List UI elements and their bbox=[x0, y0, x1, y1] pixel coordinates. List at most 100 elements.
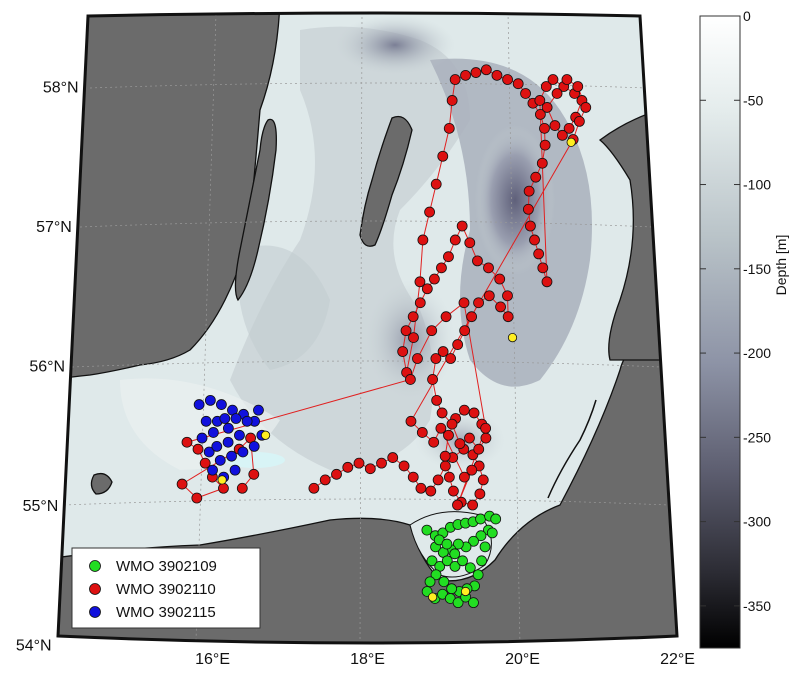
float-position-point bbox=[417, 234, 429, 246]
float-position-point bbox=[353, 457, 365, 469]
float-position-point bbox=[448, 485, 459, 497]
float-position-point bbox=[192, 443, 204, 455]
float-position-point bbox=[214, 454, 226, 466]
float-position-point bbox=[449, 74, 461, 85]
float-position-point bbox=[199, 457, 211, 469]
latitude-labels: 54°N 55°N 56°N 57°N 58°N bbox=[16, 80, 79, 655]
float-position-point bbox=[533, 248, 545, 260]
float-position-point bbox=[539, 122, 550, 134]
float-position-point bbox=[473, 443, 485, 455]
colorbar-label: Depth [m] bbox=[773, 235, 789, 296]
float-position-point bbox=[572, 81, 584, 92]
float-position-point bbox=[472, 255, 483, 267]
float-position-point bbox=[454, 438, 466, 450]
float-position-point bbox=[452, 499, 463, 511]
float-position-point bbox=[229, 464, 241, 476]
float-position-point bbox=[443, 251, 454, 263]
float-position-point bbox=[459, 471, 470, 483]
float-position-point bbox=[412, 353, 423, 364]
float-position-point bbox=[479, 541, 491, 553]
float-position-point bbox=[563, 122, 575, 134]
float-position-point bbox=[541, 102, 553, 113]
float-position-point bbox=[193, 399, 205, 410]
float-position-point bbox=[466, 311, 478, 323]
float-position-point bbox=[181, 436, 193, 448]
float-position-point bbox=[480, 432, 492, 444]
float-position-point bbox=[443, 471, 455, 483]
last-position-point bbox=[217, 475, 227, 485]
float-position-point bbox=[468, 535, 479, 547]
float-position-point bbox=[222, 422, 234, 434]
float-position-point bbox=[536, 157, 548, 169]
legend-entry: WMO 3902109 bbox=[116, 558, 217, 575]
float-position-point bbox=[495, 301, 506, 313]
land-oland bbox=[234, 118, 277, 302]
float-position-point bbox=[530, 171, 542, 183]
map-frame bbox=[56, 11, 679, 645]
last-position-point bbox=[460, 586, 471, 597]
float-position-point bbox=[443, 429, 454, 441]
map-area bbox=[58, 13, 677, 643]
float-position-point bbox=[480, 64, 492, 76]
float-position-point bbox=[407, 471, 419, 483]
float-position-point bbox=[494, 273, 506, 285]
float-position-point bbox=[432, 474, 444, 486]
grid-lon-20 bbox=[507, 13, 521, 643]
colorbar-tick-label: -50 bbox=[743, 92, 763, 108]
float-position-point bbox=[211, 441, 223, 452]
curonian-spit bbox=[547, 399, 597, 499]
last-position-point bbox=[260, 430, 271, 440]
float-position-point bbox=[464, 432, 475, 444]
float-position-point bbox=[218, 482, 229, 494]
float-position-point bbox=[468, 597, 479, 609]
float-position-point bbox=[502, 311, 514, 323]
colorbar: 0 -50 -100 -150 -200 -250 -300 -350 Depth [m] bbox=[699, 8, 789, 649]
float-position-point bbox=[480, 422, 492, 434]
float-position-point bbox=[331, 468, 342, 480]
colorbar-tick-label: -100 bbox=[743, 177, 771, 193]
legend-box bbox=[71, 547, 261, 629]
float-position-point bbox=[421, 524, 433, 536]
float-position-point bbox=[424, 576, 436, 588]
float-position-point bbox=[436, 262, 447, 274]
float-position-point bbox=[437, 150, 449, 162]
float-position-point bbox=[437, 346, 449, 357]
float-position-point bbox=[520, 88, 531, 99]
float-position-point bbox=[534, 95, 546, 106]
float-position-point bbox=[176, 478, 188, 490]
float-position-point bbox=[549, 120, 561, 131]
last-position-point bbox=[507, 332, 518, 343]
colorbar-tick-label: -250 bbox=[743, 429, 771, 445]
float-position-point bbox=[522, 203, 534, 215]
float-position-point bbox=[512, 78, 524, 90]
float-position-point bbox=[426, 325, 438, 337]
float-position-point bbox=[248, 441, 260, 452]
float-position-point bbox=[446, 95, 458, 106]
float-position-point bbox=[467, 499, 479, 511]
colorbar-tick-label: -200 bbox=[743, 345, 771, 361]
float-position-point bbox=[458, 404, 470, 416]
float-position-point bbox=[466, 464, 478, 476]
float-position-point bbox=[191, 492, 203, 504]
float-position-point bbox=[216, 399, 227, 410]
float-position-point bbox=[547, 74, 559, 85]
grid-lon-18 bbox=[359, 13, 363, 643]
float-position-point bbox=[203, 446, 215, 458]
float-position-point bbox=[539, 139, 551, 151]
float-position-point bbox=[580, 102, 592, 113]
legend-marker bbox=[89, 560, 101, 572]
float-position-point bbox=[427, 374, 438, 385]
float-position-point bbox=[470, 67, 482, 78]
float-position-point bbox=[222, 436, 234, 448]
float-position-point bbox=[473, 297, 484, 309]
float-position-point bbox=[475, 530, 487, 542]
float-position-point bbox=[441, 538, 453, 550]
last-position-point bbox=[566, 137, 576, 147]
lat-tick-label: 57°N bbox=[36, 219, 72, 236]
float-position-point bbox=[457, 555, 468, 567]
float-position-point bbox=[431, 394, 443, 406]
legend-entry: WMO 3902110 bbox=[116, 581, 216, 598]
float-position-point bbox=[534, 109, 546, 120]
float-position-point bbox=[556, 129, 568, 141]
